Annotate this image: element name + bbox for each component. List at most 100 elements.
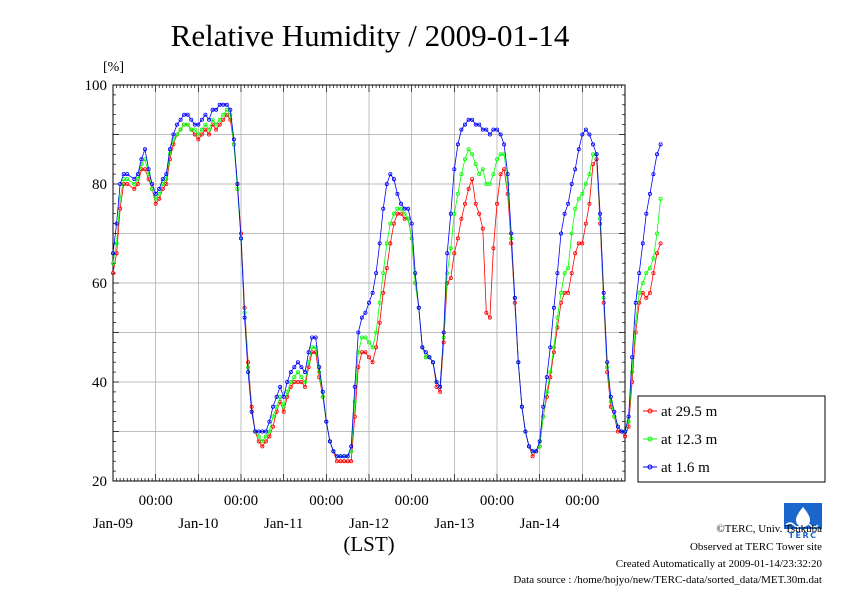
legend-marker xyxy=(647,464,653,470)
data-point xyxy=(171,142,176,147)
data-point xyxy=(114,241,119,246)
data-point xyxy=(231,137,236,142)
data-point xyxy=(206,132,211,137)
data-point xyxy=(398,201,403,206)
data-point xyxy=(366,300,371,305)
data-point xyxy=(462,122,467,127)
data-point xyxy=(356,330,361,335)
data-point xyxy=(313,345,318,350)
data-point xyxy=(491,246,496,251)
x-tick-date: Jan-13 xyxy=(434,516,474,532)
data-point xyxy=(349,459,354,464)
data-point xyxy=(178,117,183,122)
data-point xyxy=(391,211,396,216)
data-point xyxy=(623,434,628,439)
data-point xyxy=(125,177,130,182)
data-point xyxy=(302,370,307,375)
data-point xyxy=(270,424,275,429)
data-point xyxy=(281,404,286,409)
data-point xyxy=(647,191,652,196)
data-point xyxy=(327,439,332,444)
data-point xyxy=(406,206,411,211)
data-point xyxy=(430,360,435,365)
data-point xyxy=(608,399,613,404)
chart-title: Relative Humidity / 2009-01-14 xyxy=(171,18,570,53)
data-point xyxy=(214,107,219,112)
data-point xyxy=(527,444,532,449)
data-point xyxy=(381,271,386,276)
data-point xyxy=(189,117,194,122)
data-point xyxy=(125,181,130,186)
x-tick-time: 00:00 xyxy=(224,493,258,509)
data-point xyxy=(470,117,475,122)
data-point xyxy=(423,350,428,355)
data-point xyxy=(374,271,379,276)
x-tick-date: Jan-10 xyxy=(178,516,218,532)
data-point xyxy=(573,206,578,211)
series-group xyxy=(111,102,663,464)
data-point xyxy=(459,216,464,221)
data-point xyxy=(114,221,119,226)
data-point xyxy=(455,142,460,147)
data-point xyxy=(591,142,596,147)
data-point xyxy=(217,117,222,122)
data-point xyxy=(445,251,450,256)
data-point xyxy=(466,186,471,191)
data-point xyxy=(167,147,172,152)
data-point xyxy=(153,196,158,201)
data-point xyxy=(413,271,418,276)
data-point xyxy=(494,157,499,162)
data-point xyxy=(270,414,275,419)
data-point xyxy=(505,191,510,196)
data-point xyxy=(640,241,645,246)
data-point xyxy=(438,384,443,389)
data-point xyxy=(583,127,588,132)
data-point xyxy=(164,172,169,177)
data-point xyxy=(487,132,492,137)
data-point xyxy=(160,177,165,182)
data-point xyxy=(448,211,453,216)
data-point xyxy=(455,236,460,241)
data-point xyxy=(409,221,414,226)
data-point xyxy=(171,132,176,137)
data-point xyxy=(598,211,603,216)
data-point xyxy=(299,375,304,380)
data-point xyxy=(587,132,592,137)
data-point xyxy=(615,424,620,429)
x-tick-time: 00:00 xyxy=(565,493,599,509)
data-point xyxy=(242,315,247,320)
data-point xyxy=(281,409,286,414)
data-point xyxy=(505,181,510,186)
data-point xyxy=(203,122,208,127)
data-point xyxy=(366,340,371,345)
data-point xyxy=(377,300,382,305)
data-point xyxy=(256,434,261,439)
data-point xyxy=(206,117,211,122)
copyright-text: ©TERC, Univ. Tsukuba xyxy=(716,523,822,535)
data-point xyxy=(306,365,311,370)
data-point xyxy=(462,201,467,206)
data-point xyxy=(214,122,219,127)
data-point xyxy=(146,167,151,172)
data-point xyxy=(221,102,226,107)
created-text: Created Automatically at 2009-01-14/23:3… xyxy=(616,558,823,570)
data-point xyxy=(541,414,546,419)
series-3 xyxy=(111,102,663,459)
data-point xyxy=(174,122,179,127)
data-point xyxy=(370,345,375,350)
data-point xyxy=(384,181,389,186)
x-tick-time: 00:00 xyxy=(395,493,429,509)
y-tick-label: 60 xyxy=(92,276,107,292)
data-point xyxy=(157,186,162,191)
data-point xyxy=(132,181,137,186)
data-point xyxy=(345,454,350,459)
data-point xyxy=(363,310,368,315)
data-point xyxy=(196,132,201,137)
data-point xyxy=(370,290,375,295)
data-point xyxy=(356,365,361,370)
data-point xyxy=(541,404,546,409)
data-point xyxy=(594,152,599,157)
data-point xyxy=(633,300,638,305)
data-point xyxy=(587,201,592,206)
data-point xyxy=(203,112,208,117)
